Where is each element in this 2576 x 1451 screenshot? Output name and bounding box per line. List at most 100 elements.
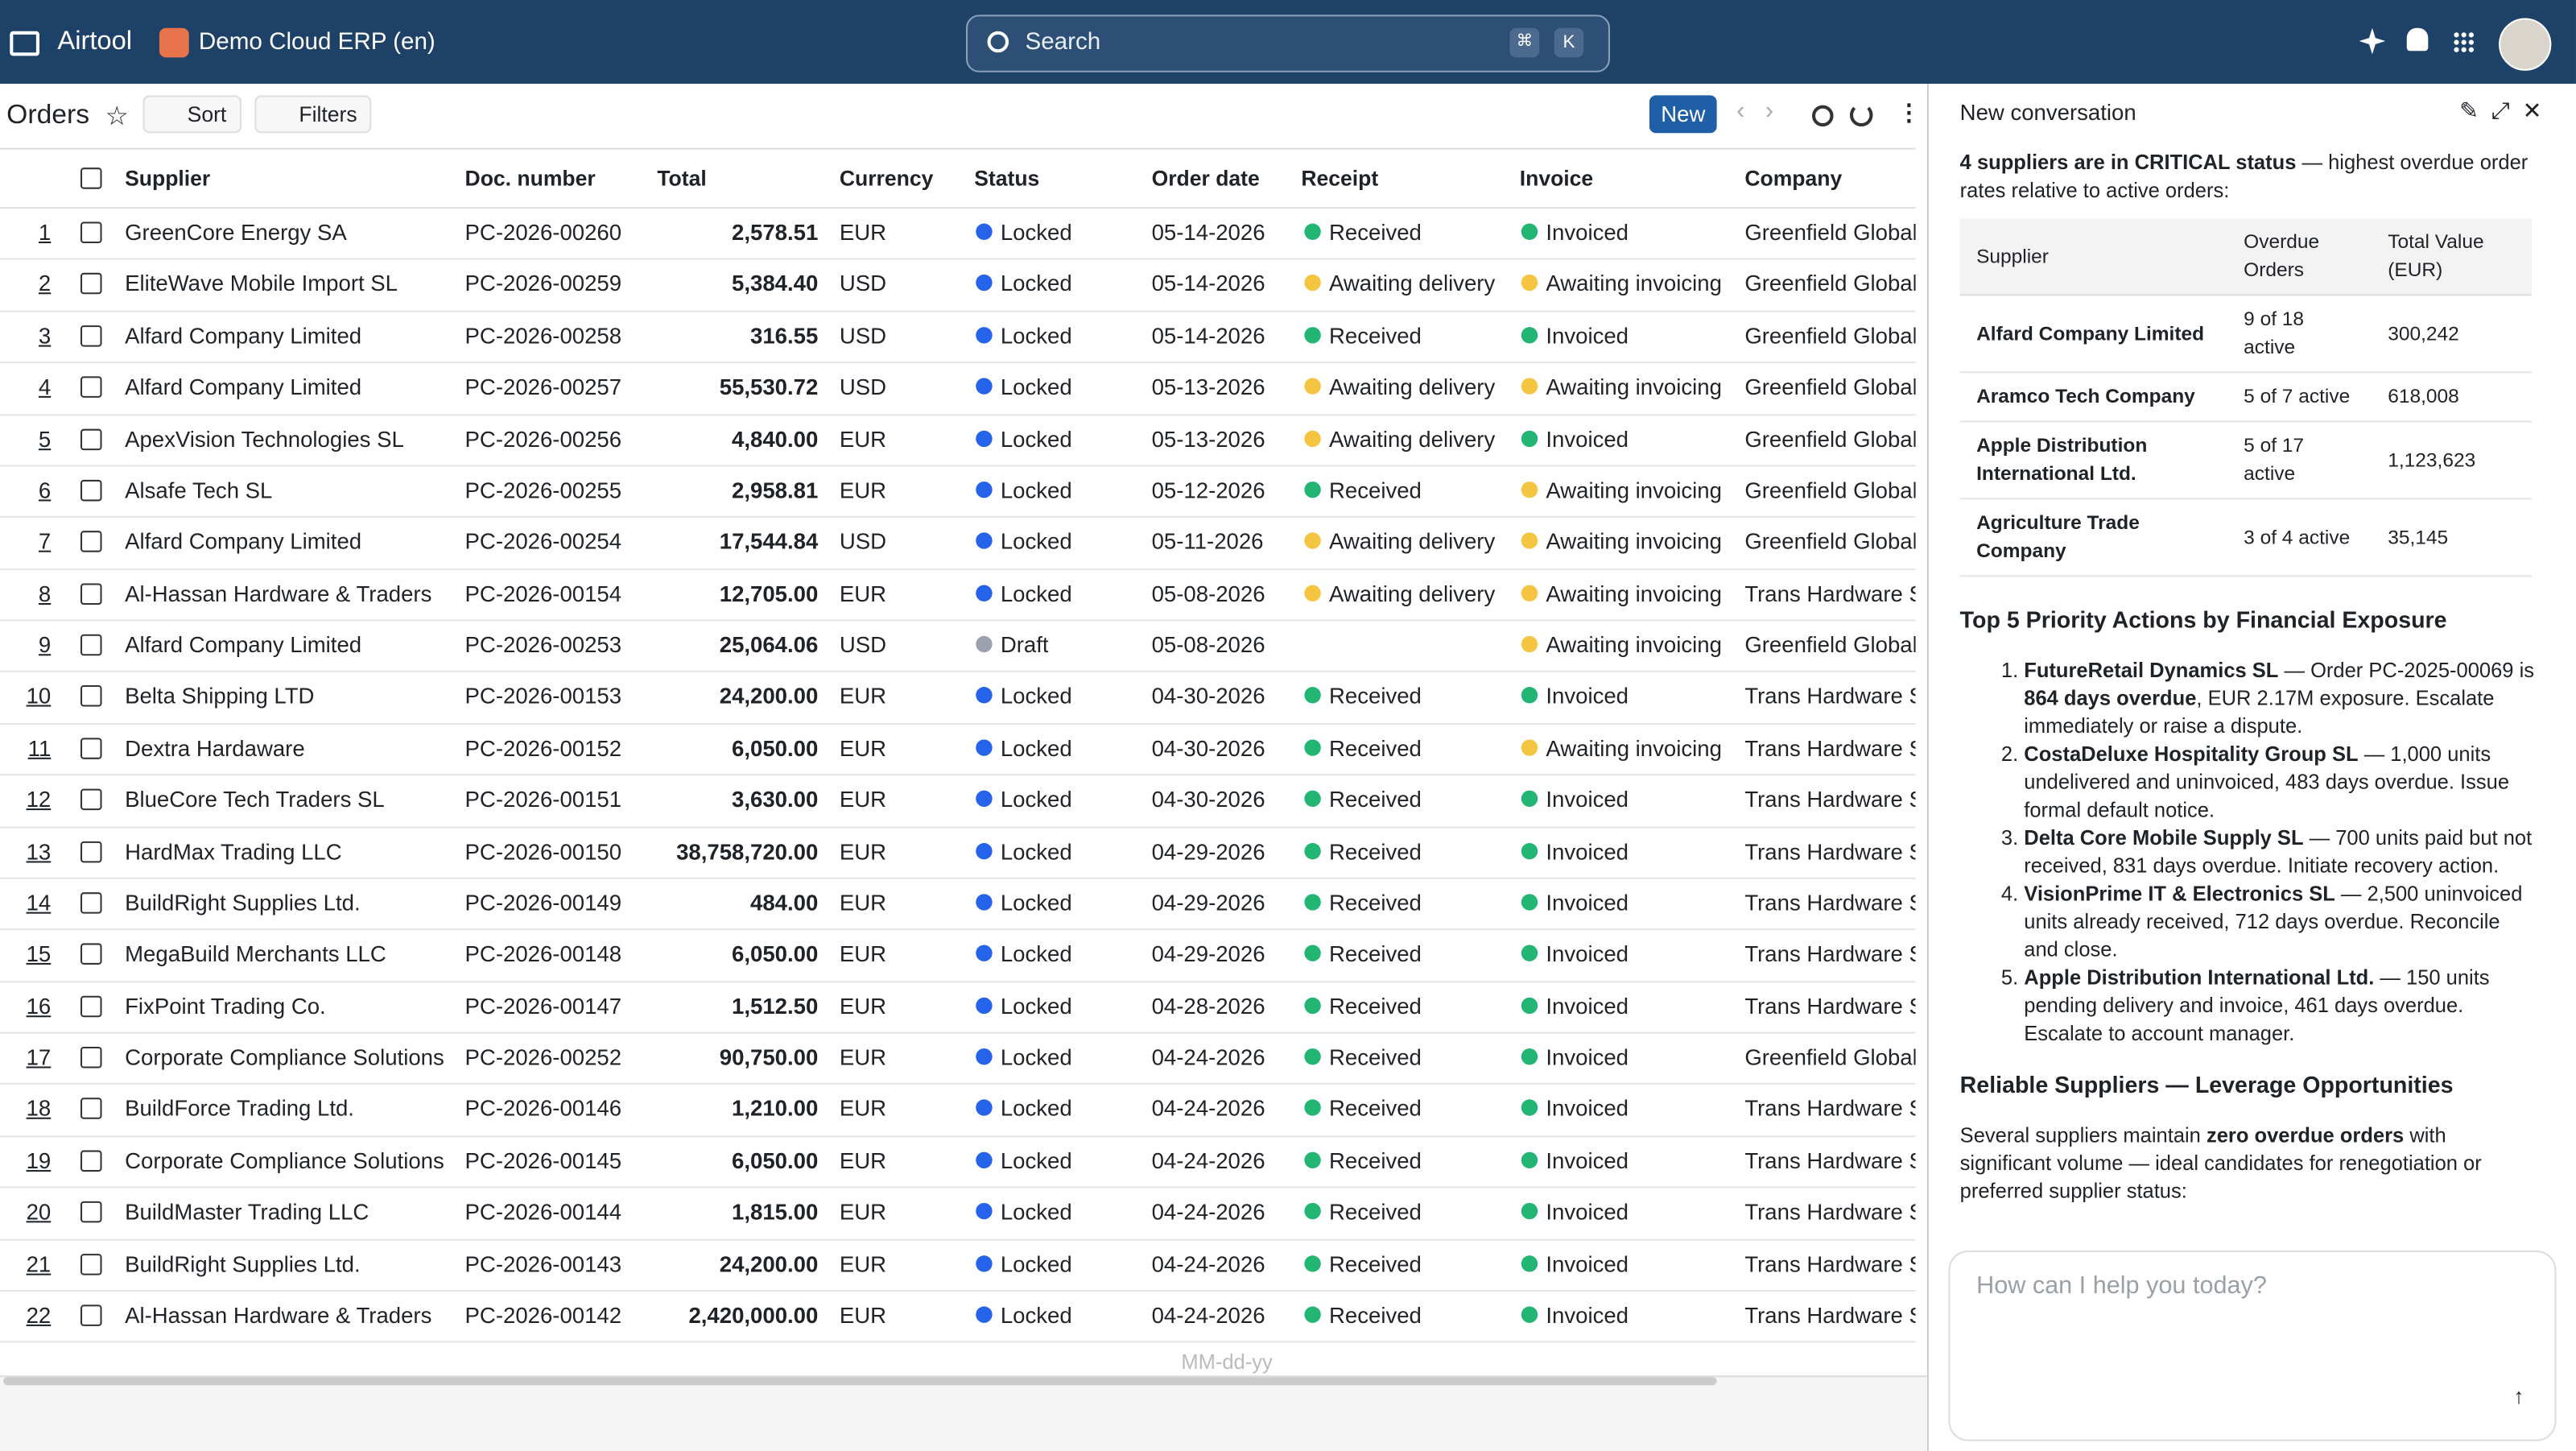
panel-actions[interactable]: ✎ ⤢ ✕: [2459, 97, 2542, 124]
row-number[interactable]: 7: [38, 529, 52, 555]
status-dot: [1521, 790, 1538, 808]
row-number[interactable]: 5: [38, 426, 52, 452]
cell: 05-14-2026: [1151, 271, 1265, 297]
row-checkbox[interactable]: [80, 1047, 102, 1069]
column-header[interactable]: Currency: [839, 166, 934, 191]
filters-button[interactable]: Filters: [254, 95, 373, 134]
row-number[interactable]: 6: [38, 477, 52, 503]
row-number[interactable]: 4: [38, 374, 52, 400]
row-checkbox[interactable]: [80, 892, 102, 914]
status-dot: [976, 894, 993, 911]
summary-column: Supplier: [1959, 218, 2227, 296]
text: — 1,000 units undelivered and uninvoiced…: [2024, 742, 2510, 822]
row-checkbox[interactable]: [80, 428, 102, 450]
cell: Received: [1329, 1148, 1422, 1173]
workspace-icon: [159, 27, 189, 58]
page-title: Orders: [6, 100, 90, 130]
table-row: [0, 878, 1916, 931]
row-number[interactable]: 21: [26, 1251, 52, 1276]
cell: PC-2026-00256: [464, 426, 622, 452]
row-checkbox[interactable]: [80, 1201, 102, 1223]
status-dot: [1304, 378, 1321, 395]
row-checkbox[interactable]: [80, 376, 102, 399]
avatar[interactable]: [2499, 18, 2552, 71]
row-number[interactable]: 9: [38, 632, 52, 658]
row-checkbox[interactable]: [80, 273, 102, 296]
column-header[interactable]: Doc. number: [464, 166, 596, 191]
row-number[interactable]: 13: [26, 838, 52, 864]
row-number[interactable]: 1: [38, 220, 52, 246]
favorite-star[interactable]: ☆: [105, 103, 129, 132]
new-button[interactable]: New: [1649, 95, 1717, 134]
search-box[interactable]: Search ⌘ K: [965, 14, 1610, 72]
column-header[interactable]: Total: [657, 166, 707, 191]
row-checkbox[interactable]: [80, 325, 102, 347]
row-checkbox[interactable]: [80, 995, 102, 1017]
cell: Trans Hardware S: [1744, 1148, 1916, 1173]
cell: PC-2026-00142: [464, 1303, 622, 1328]
cell: 05-12-2026: [1151, 477, 1265, 503]
summary-cell: Alfard Company Limited: [1959, 295, 2227, 374]
row-checkbox[interactable]: [80, 1253, 102, 1275]
chat-message: 4 suppliers are in CRITICAL status — hig…: [1959, 150, 2535, 1206]
row-number[interactable]: 11: [27, 735, 52, 761]
row-number[interactable]: 12: [26, 787, 52, 812]
row-checkbox[interactable]: [80, 221, 102, 244]
column-header[interactable]: Invoice: [1519, 166, 1594, 191]
row-checkbox[interactable]: [80, 531, 102, 553]
row-number[interactable]: 10: [26, 684, 52, 709]
summary-cell: 9 of 18 active: [2227, 295, 2372, 374]
row-checkbox[interactable]: [80, 944, 102, 965]
row-checkbox[interactable]: [80, 634, 102, 656]
column-header[interactable]: Supplier: [125, 166, 211, 191]
nav-arrows[interactable]: ‹ ›: [1736, 97, 1774, 126]
cell: Awaiting invoicing: [1546, 374, 1722, 400]
row-checkbox[interactable]: [80, 788, 102, 811]
row-checkbox[interactable]: [80, 737, 102, 759]
chat-input[interactable]: How can I help you today? ↑: [1948, 1251, 2557, 1441]
refresh-icon[interactable]: [1849, 103, 1873, 127]
bold-text: CostaDeluxe Hospitality Group SL: [2024, 742, 2359, 767]
cell: EUR: [839, 735, 887, 761]
cell: Invoiced: [1546, 1148, 1629, 1173]
row-checkbox[interactable]: [80, 582, 102, 605]
sort-button[interactable]: Sort: [142, 95, 242, 134]
row-checkbox[interactable]: [80, 840, 102, 862]
row-number[interactable]: 15: [26, 942, 52, 967]
row-number[interactable]: 2: [38, 271, 52, 297]
conversation-title[interactable]: New conversation: [1959, 100, 2136, 126]
row-number[interactable]: 3: [38, 323, 52, 349]
apps-icon[interactable]: [2452, 31, 2475, 53]
row-number[interactable]: 8: [38, 581, 52, 606]
row-number[interactable]: 19: [26, 1148, 52, 1173]
table-row: [0, 1135, 1916, 1188]
cell: Awaiting delivery: [1329, 426, 1496, 452]
cell: 1,210.00: [732, 1097, 819, 1122]
row-checkbox[interactable]: [80, 1304, 102, 1326]
column-header[interactable]: Status: [974, 166, 1040, 191]
sidebar-toggle[interactable]: [10, 31, 39, 56]
row-number[interactable]: 17: [26, 1045, 52, 1070]
ai-icon[interactable]: [2359, 27, 2386, 55]
row-number[interactable]: 16: [26, 994, 52, 1019]
table-row: [0, 310, 1916, 364]
row-number[interactable]: 14: [26, 890, 52, 916]
more-icon[interactable]: ⋮: [1897, 98, 1921, 126]
column-header[interactable]: Receipt: [1301, 166, 1379, 191]
select-all[interactable]: [80, 167, 102, 189]
send-button[interactable]: ↑: [2513, 1383, 2524, 1408]
row-number[interactable]: 18: [26, 1097, 52, 1122]
row-checkbox[interactable]: [80, 479, 102, 502]
app-name[interactable]: Airtool: [57, 27, 132, 56]
search-icon[interactable]: [1812, 105, 1834, 127]
column-header[interactable]: Company: [1744, 166, 1843, 191]
row-number[interactable]: 22: [26, 1303, 52, 1328]
row-number[interactable]: 20: [26, 1200, 52, 1225]
bell-icon[interactable]: [2406, 27, 2429, 52]
row-checkbox[interactable]: [80, 1098, 102, 1120]
row-checkbox[interactable]: [80, 1150, 102, 1172]
workspace-name[interactable]: Demo Cloud ERP (en): [198, 29, 436, 56]
top-bar: Airtool Demo Cloud ERP (en) Search ⌘ K: [0, 0, 2576, 85]
column-header[interactable]: Order date: [1151, 166, 1260, 191]
row-checkbox[interactable]: [80, 685, 102, 708]
